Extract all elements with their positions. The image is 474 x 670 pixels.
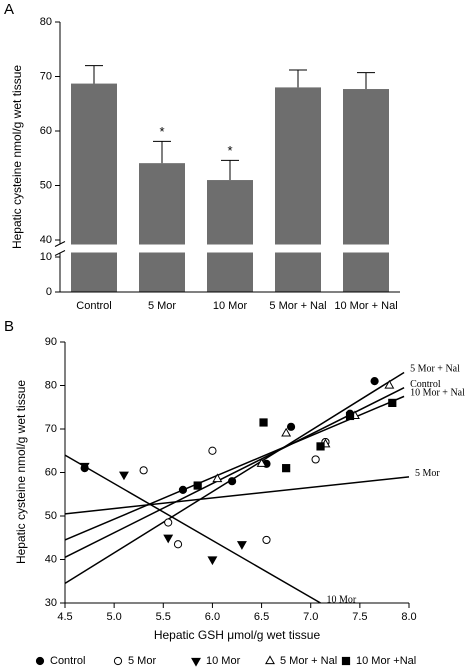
error-bar [85, 65, 103, 84]
x-tick-label: 6.5 [254, 611, 269, 623]
annotation: * [227, 143, 232, 158]
regression-line [64, 395, 405, 541]
x-tick-label: 7.5 [352, 611, 367, 623]
x-tick-label: Control [76, 300, 111, 312]
y-tick-label: 50 [45, 510, 57, 522]
axis-break [52, 244, 400, 253]
error-bar [357, 72, 375, 90]
legend-marker [35, 656, 45, 666]
point [259, 418, 268, 427]
bar [343, 89, 389, 292]
y-axis-label: Hepatic cysteine nmol/g wet tissue [14, 380, 28, 564]
legend-marker [341, 656, 351, 666]
point [388, 398, 397, 407]
point [119, 471, 129, 481]
y-tick-label: 60 [40, 125, 52, 137]
point [79, 462, 90, 472]
x-tick-label: 7.0 [303, 611, 318, 623]
y-axis-label: Hepatic cysteine nmol/g wet tissue [10, 65, 24, 249]
point [286, 422, 296, 431]
x-tick-label: 4.5 [57, 611, 72, 623]
y-tick-label: 0 [46, 286, 52, 298]
fit-label: 10 Mor [327, 594, 357, 605]
error-bar [289, 69, 307, 88]
y-tick-label: 90 [45, 336, 57, 348]
x-tick-label: 10 Mor + Nal [334, 300, 397, 312]
point [193, 481, 202, 490]
point [370, 377, 379, 386]
legend-label: 10 Mor [206, 655, 241, 667]
y-tick-label: 70 [40, 70, 52, 82]
point [282, 464, 291, 473]
y-tick-label: 70 [45, 423, 57, 435]
point [316, 442, 325, 451]
point [227, 477, 237, 486]
point [178, 485, 188, 494]
point [345, 411, 355, 421]
legend-marker [191, 657, 201, 667]
bar [139, 163, 185, 292]
fit-label: Control [410, 379, 441, 390]
panel-label: B [4, 318, 14, 335]
panel-label: A [4, 1, 14, 18]
point [139, 466, 148, 475]
y-tick-label: 40 [45, 553, 57, 565]
x-tick-label: 6.0 [205, 611, 220, 623]
fit-label: 10 Mor + Nal [410, 388, 465, 399]
point [236, 541, 247, 550]
bar [275, 87, 321, 293]
point [173, 540, 183, 549]
y-tick-label: 80 [40, 16, 52, 28]
point [262, 535, 271, 545]
point [207, 556, 218, 566]
fit-label: 5 Mor [415, 468, 440, 479]
y-tick-label: 60 [45, 466, 57, 478]
annotation: * [159, 124, 164, 139]
y-tick-label: 80 [45, 379, 57, 391]
x-tick-label: 5 Mor [148, 300, 176, 312]
point [384, 379, 395, 389]
x-tick-label: 5.5 [156, 611, 171, 623]
point [256, 458, 267, 467]
regression-line [64, 454, 321, 604]
x-axis-label: Hepatic GSH μmol/g wet tissue [154, 628, 321, 642]
point [311, 455, 320, 464]
x-tick-label: 10 Mor [213, 300, 248, 312]
point [208, 446, 217, 455]
error-bar [221, 159, 239, 181]
y-tick-label: 30 [45, 597, 57, 609]
y-tick-label: 40 [40, 234, 52, 246]
legend-label: 10 Mor +Nal [356, 655, 416, 667]
y-tick-label: 50 [40, 179, 52, 191]
x-tick-label: 5 Mor + Nal [269, 300, 326, 312]
legend-label: 5 Mor [128, 655, 156, 667]
error-bar [153, 140, 171, 164]
point [212, 473, 223, 483]
legend-marker [265, 655, 275, 665]
legend-marker [113, 656, 123, 666]
point [163, 534, 174, 544]
x-tick-label: 5.0 [106, 611, 121, 623]
legend-label: Control [50, 655, 85, 667]
break-mark [54, 241, 66, 256]
fit-label: 5 Mor + Nal [410, 364, 460, 375]
point [281, 427, 292, 437]
regression-line [64, 476, 410, 515]
bar [207, 180, 253, 292]
point [164, 518, 173, 527]
legend-label: 5 Mor + Nal [280, 655, 337, 667]
bar [71, 83, 117, 293]
x-tick-label: 8.0 [401, 611, 416, 623]
y-tick-label: 10 [40, 251, 52, 263]
